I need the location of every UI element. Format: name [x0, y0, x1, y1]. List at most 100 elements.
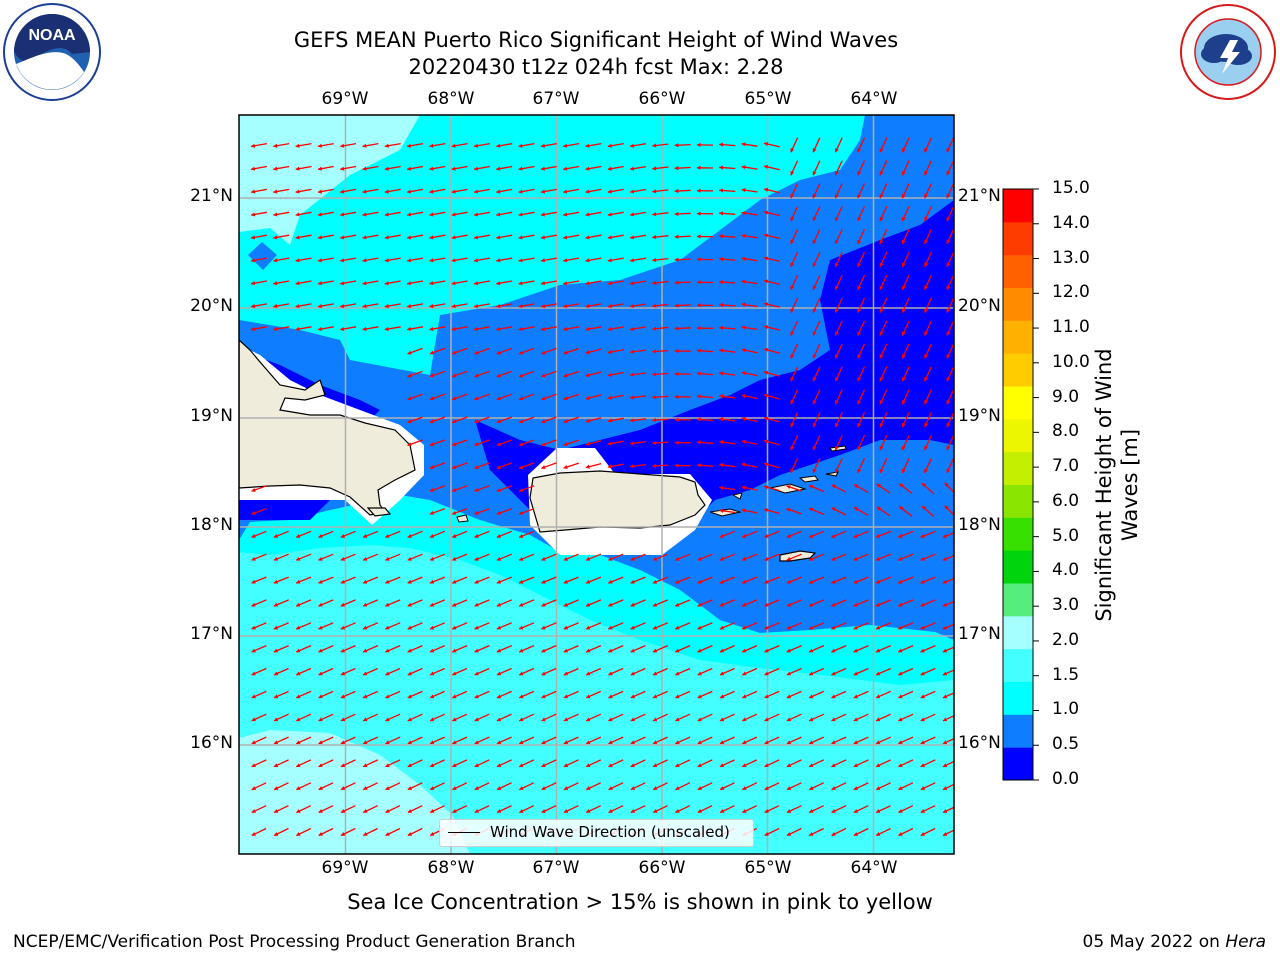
- wind-arrow: [719, 530, 735, 538]
- colorbar-tick-label: 5.0: [1052, 525, 1080, 546]
- wind-arrow: [563, 782, 579, 791]
- wind-arrow: [696, 417, 714, 422]
- wind-arrow: [652, 645, 669, 653]
- wind-arrow: [920, 736, 936, 745]
- wind-arrow: [763, 416, 780, 423]
- wind-arrow: [763, 302, 780, 308]
- wind-arrow: [812, 458, 821, 474]
- wind-arrow: [251, 553, 267, 561]
- wind-arrow: [675, 690, 691, 699]
- wind-arrow: [385, 713, 401, 722]
- wind-arrow: [385, 690, 401, 699]
- wind-arrow: [897, 622, 914, 630]
- wind-arrow: [608, 576, 624, 584]
- wind-arrow: [718, 417, 736, 422]
- wind-arrow: [790, 297, 799, 313]
- wind-arrow: [540, 211, 557, 217]
- wind-arrow: [295, 234, 312, 240]
- wind-arrow: [831, 530, 847, 538]
- wind-arrow: [562, 165, 580, 171]
- wind-arrow: [406, 326, 424, 331]
- wind-arrow: [763, 210, 780, 217]
- wind-arrow: [924, 206, 932, 222]
- wind-arrow: [496, 599, 512, 607]
- wind-arrow: [429, 622, 446, 630]
- wind-arrow: [429, 142, 446, 148]
- land-anegada: [825, 471, 839, 477]
- wind-arrow: [898, 736, 914, 745]
- wind-arrow: [719, 690, 735, 699]
- wind-arrow: [718, 440, 736, 445]
- wind-arrow: [741, 211, 758, 216]
- wind-arrow: [407, 713, 423, 722]
- wind-arrow: [652, 782, 668, 791]
- wind-arrow: [942, 669, 954, 676]
- wind-arrow: [429, 165, 446, 171]
- wind-arrow: [585, 371, 602, 378]
- wind-arrow: [339, 165, 357, 171]
- wind-arrow: [901, 251, 910, 268]
- wind-arrow: [853, 506, 869, 516]
- wind-arrow: [585, 553, 602, 561]
- colorbar-tick-label: 15.0: [1052, 178, 1090, 198]
- wind-arrow: [674, 303, 691, 308]
- wind-arrow: [451, 303, 468, 309]
- wind-arrow: [541, 439, 557, 447]
- wind-arrow: [831, 782, 847, 791]
- wind-arrow: [250, 303, 268, 309]
- wind-arrow: [495, 234, 513, 240]
- wind-arrow: [295, 326, 312, 331]
- wind-arrow: [924, 183, 932, 199]
- wind-arrow: [920, 553, 936, 561]
- wind-arrow: [920, 622, 936, 630]
- wind-arrow: [630, 782, 646, 791]
- wind-arrow: [831, 553, 847, 561]
- wind-arrow: [763, 347, 780, 354]
- wind-arrow: [718, 188, 736, 193]
- wind-arrow: [451, 439, 468, 447]
- colorbar-segment: [1003, 221, 1033, 256]
- footer-host: Hera: [1225, 932, 1266, 952]
- wind-arrow: [295, 211, 312, 217]
- wind-arrow: [496, 508, 513, 515]
- wind-arrow: [384, 142, 401, 148]
- wind-arrow: [875, 827, 891, 837]
- wind-arrow: [563, 599, 579, 607]
- wind-arrow: [541, 667, 557, 676]
- wind-arrow: [273, 805, 289, 814]
- wind-arrow: [317, 257, 334, 263]
- graticule: [239, 115, 954, 854]
- wind-arrow: [340, 622, 356, 630]
- colorbar: [1003, 188, 1039, 781]
- wind-arrow: [585, 348, 602, 355]
- wind-arrow: [452, 690, 468, 699]
- wind-arrow: [318, 713, 334, 722]
- wind-arrow: [853, 576, 869, 584]
- wind-arrow: [473, 326, 491, 331]
- wind-arrow: [630, 576, 646, 584]
- wind-arrow: [451, 188, 468, 194]
- wind-arrow: [857, 343, 866, 359]
- wind-arrow: [273, 782, 289, 791]
- wind-arrow: [406, 142, 424, 148]
- wind-arrow: [272, 165, 290, 171]
- wind-arrow: [790, 458, 799, 474]
- wind-arrow: [741, 165, 758, 170]
- wind-arrow: [362, 622, 379, 630]
- wind-arrow: [250, 142, 268, 148]
- wind-arrow: [495, 280, 513, 286]
- wind-arrow: [250, 188, 268, 194]
- wind-arrow: [853, 713, 869, 722]
- wind-arrow: [362, 142, 379, 148]
- lat-label-left: 18°N: [190, 515, 233, 535]
- wind-arrow: [812, 343, 821, 359]
- land-mona: [456, 514, 469, 523]
- wind-arrow: [474, 393, 490, 401]
- wind-arrow: [407, 439, 423, 447]
- wind-arrow: [607, 463, 624, 469]
- wind-arrow: [834, 183, 843, 199]
- wind-arrow: [295, 188, 312, 194]
- wind-arrow: [674, 257, 691, 262]
- wind-arrow: [920, 782, 936, 791]
- wind-arrow: [518, 188, 535, 194]
